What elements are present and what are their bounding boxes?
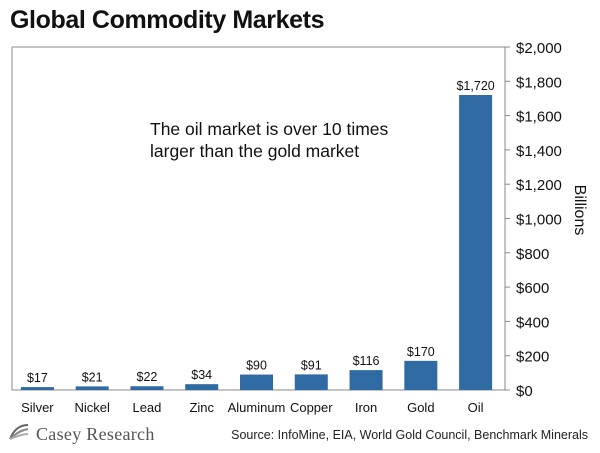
bar-value-label: $91: [301, 358, 322, 372]
x-tick-label: Lead: [132, 400, 161, 415]
y-tick-label: $200: [516, 349, 549, 366]
x-tick-label: Nickel: [74, 400, 110, 415]
y-tick-label: $600: [516, 280, 549, 297]
brand-name: Casey Research: [36, 424, 155, 444]
bar: [404, 360, 438, 390]
bar-value-label: $1,720: [456, 79, 494, 93]
y-tick-label: $1,000: [516, 212, 562, 229]
bar: [20, 387, 54, 390]
y-tick-label: $1,600: [516, 109, 562, 126]
brand: Casey Research: [8, 423, 155, 446]
y-tick-label: $800: [516, 246, 549, 263]
bar-value-label: $170: [407, 345, 435, 359]
bar: [240, 374, 273, 390]
bar: [294, 374, 328, 390]
y-tick-label: $1,200: [516, 177, 562, 194]
x-tick-label: Iron: [355, 400, 377, 415]
bar: [349, 370, 383, 390]
x-tick-label: Aluminum: [228, 400, 286, 415]
y-axis-label: Billions: [571, 185, 588, 236]
annotation-line-2: larger than the gold market: [150, 141, 360, 161]
y-tick-label: $2,000: [516, 40, 562, 57]
annotation-line-1: The oil market is over 10 times: [150, 119, 389, 139]
y-tick-label: $1,400: [516, 143, 562, 160]
y-tick-label: $1,800: [516, 74, 562, 91]
x-tick-label: Gold: [407, 400, 434, 415]
bar: [185, 384, 219, 390]
bar-value-label: $17: [27, 371, 48, 385]
bar-value-label: $22: [137, 370, 158, 384]
y-tick-label: $400: [516, 314, 549, 331]
casey-research-logo-icon: [8, 423, 30, 446]
y-tick-label: $0: [516, 383, 533, 400]
chart-title: Global Commodity Markets: [10, 6, 325, 34]
source-note: Source: InfoMine, EIA, World Gold Counci…: [231, 428, 588, 442]
x-tick-label: Oil: [468, 400, 484, 415]
bar-value-label: $116: [353, 354, 380, 368]
chart-annotation: The oil market is over 10 times larger t…: [150, 118, 450, 162]
x-tick-label: Silver: [21, 400, 54, 415]
bar: [459, 95, 493, 391]
bar-value-label: $21: [82, 370, 103, 384]
x-tick-label: Zinc: [189, 400, 214, 415]
bar-value-label: $90: [246, 359, 267, 373]
bar: [130, 386, 164, 390]
x-tick-label: Copper: [290, 400, 333, 415]
bar: [75, 386, 109, 390]
bar-value-label: $34: [191, 368, 212, 382]
